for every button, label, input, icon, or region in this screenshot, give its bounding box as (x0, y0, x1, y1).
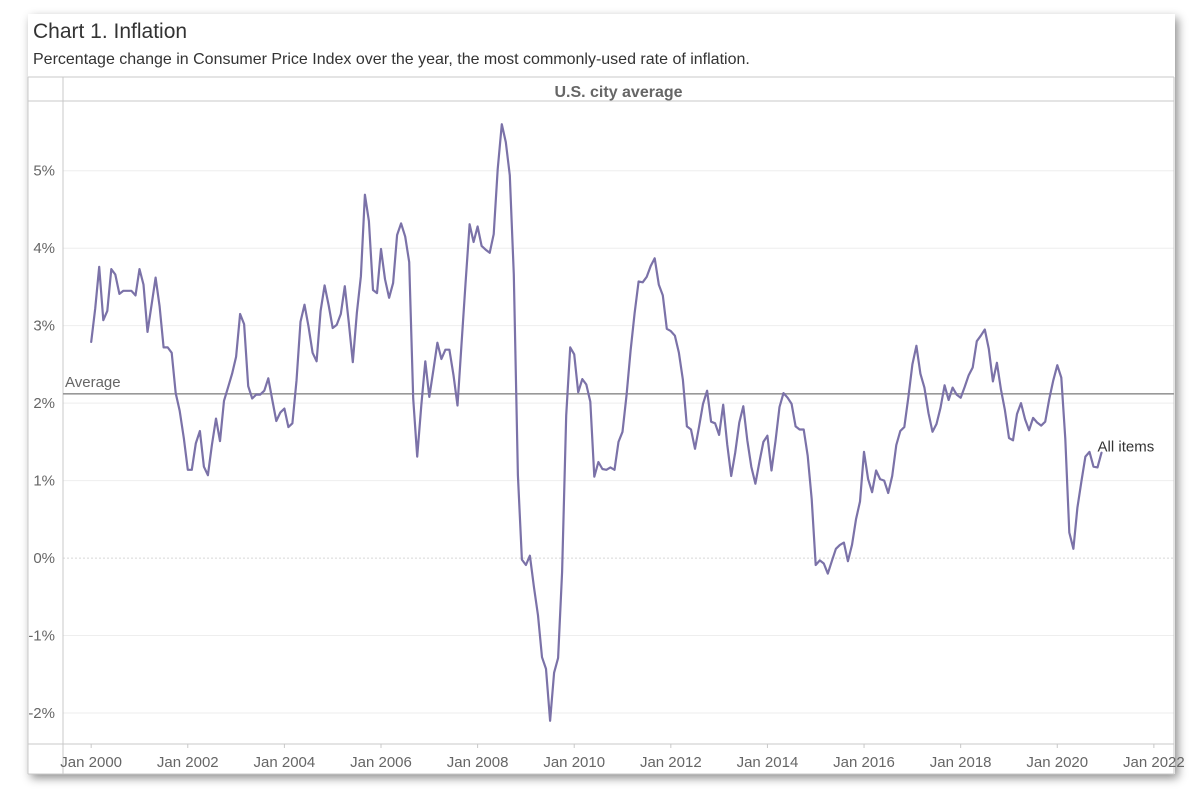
x-tick-label: Jan 2020 (1026, 754, 1088, 771)
reference-lines: Average (63, 374, 1174, 395)
y-tick-label: 5% (33, 163, 55, 180)
y-tick-label: -1% (28, 628, 55, 645)
y-tick-label: 4% (33, 240, 55, 257)
annotations: All items (1098, 439, 1155, 456)
x-tick-label: Jan 2004 (254, 754, 316, 771)
y-tick-label: -2% (28, 705, 55, 722)
gridlines (63, 170, 1174, 714)
x-tick-label: Jan 2000 (60, 754, 122, 771)
panel-header: U.S. city average (554, 84, 682, 101)
average-label: Average (65, 374, 121, 391)
x-tick-label: Jan 2006 (350, 754, 412, 771)
x-tick-label: Jan 2010 (543, 754, 605, 771)
y-tick-label: 2% (33, 395, 55, 412)
chart-title: Chart 1. Inflation (33, 20, 188, 43)
chart-subtitle: Percentage change in Consumer Price Inde… (33, 51, 750, 68)
series-lines[interactable] (90, 123, 1103, 722)
x-tick-label: Jan 2022 (1123, 754, 1185, 771)
x-tick-label: Jan 2016 (833, 754, 895, 771)
plot-frame (27, 76, 1175, 775)
y-axis-ticks: -2% -1% 0% 1% 2% 3% 4% 5% (28, 163, 55, 722)
x-tick-label: Jan 2014 (737, 754, 799, 771)
y-tick-label: 0% (33, 550, 55, 567)
x-tick-label: Jan 2008 (447, 754, 509, 771)
x-axis-ticks: Jan 2000 Jan 2002 Jan 2004 Jan 2006 Jan 2008… (60, 744, 1185, 771)
series-line-all-items[interactable] (90, 123, 1103, 722)
x-tick-label: Jan 2018 (930, 754, 992, 771)
x-tick-label: Jan 2002 (157, 754, 219, 771)
y-tick-label: 3% (33, 318, 55, 335)
x-tick-label: Jan 2012 (640, 754, 702, 771)
series-end-label: All items (1098, 439, 1155, 456)
y-tick-label: 1% (33, 473, 55, 490)
